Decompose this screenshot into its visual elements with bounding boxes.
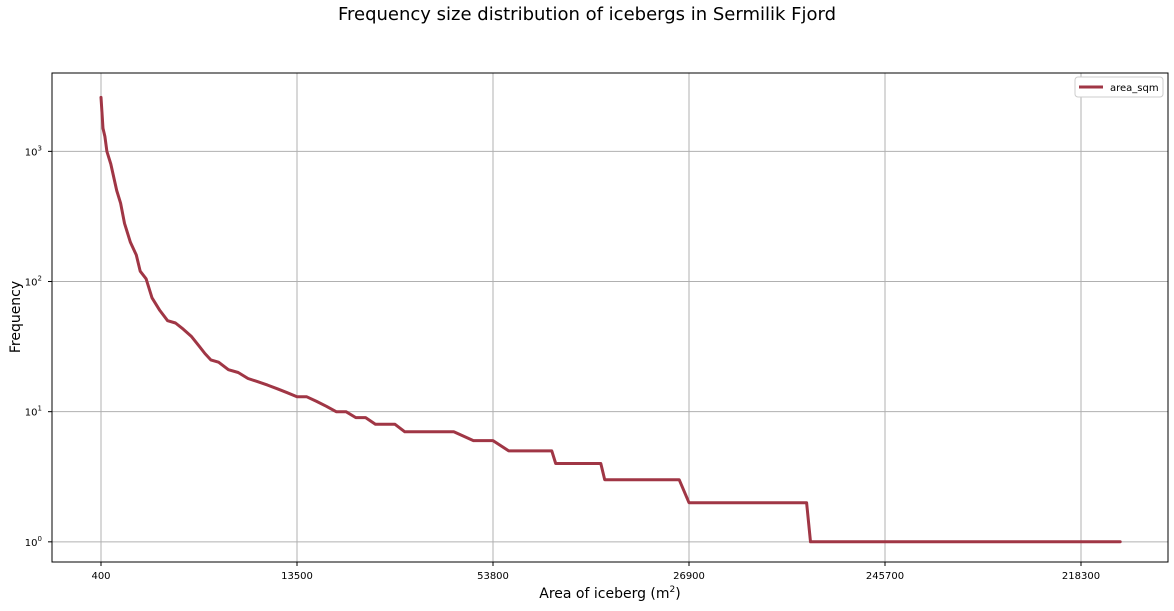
x-tick-label: 26900 [673,571,705,582]
x-tick-label: 245700 [866,571,904,582]
x-axis-label-text: Area of iceberg (m [539,586,669,602]
x-axis-label: Area of iceberg (m2) [539,585,680,602]
grid-layer [52,73,1168,562]
legend: area_sqm [1074,76,1164,98]
y-axis-ticks: 100 101 102 103 [25,144,52,549]
y-axis-label: Frequency [8,281,24,353]
series-layer [99,95,1122,544]
series-line-area_sqm [99,95,1122,544]
x-tick-label: 400 [91,571,110,582]
y-tick-label: 103 [25,144,42,158]
plot-frame [51,72,1169,563]
x-axis-label-suffix: ) [675,586,680,602]
x-tick-label: 53800 [477,571,509,582]
x-axis-label-sup: 2 [670,585,676,595]
y-tick-label: 100 [25,535,42,549]
legend-label: area_sqm [1110,83,1159,94]
y-tick-label: 101 [25,405,42,419]
x-tick-label: 13500 [281,571,313,582]
chart-title: Frequency size distribution of icebergs … [337,4,837,25]
x-tick-label: 218300 [1062,571,1100,582]
x-axis-ticks: 400 13500 53800 26900 245700 218300 [91,562,1100,582]
y-tick-label: 102 [25,275,42,289]
legend-box [1074,76,1164,98]
